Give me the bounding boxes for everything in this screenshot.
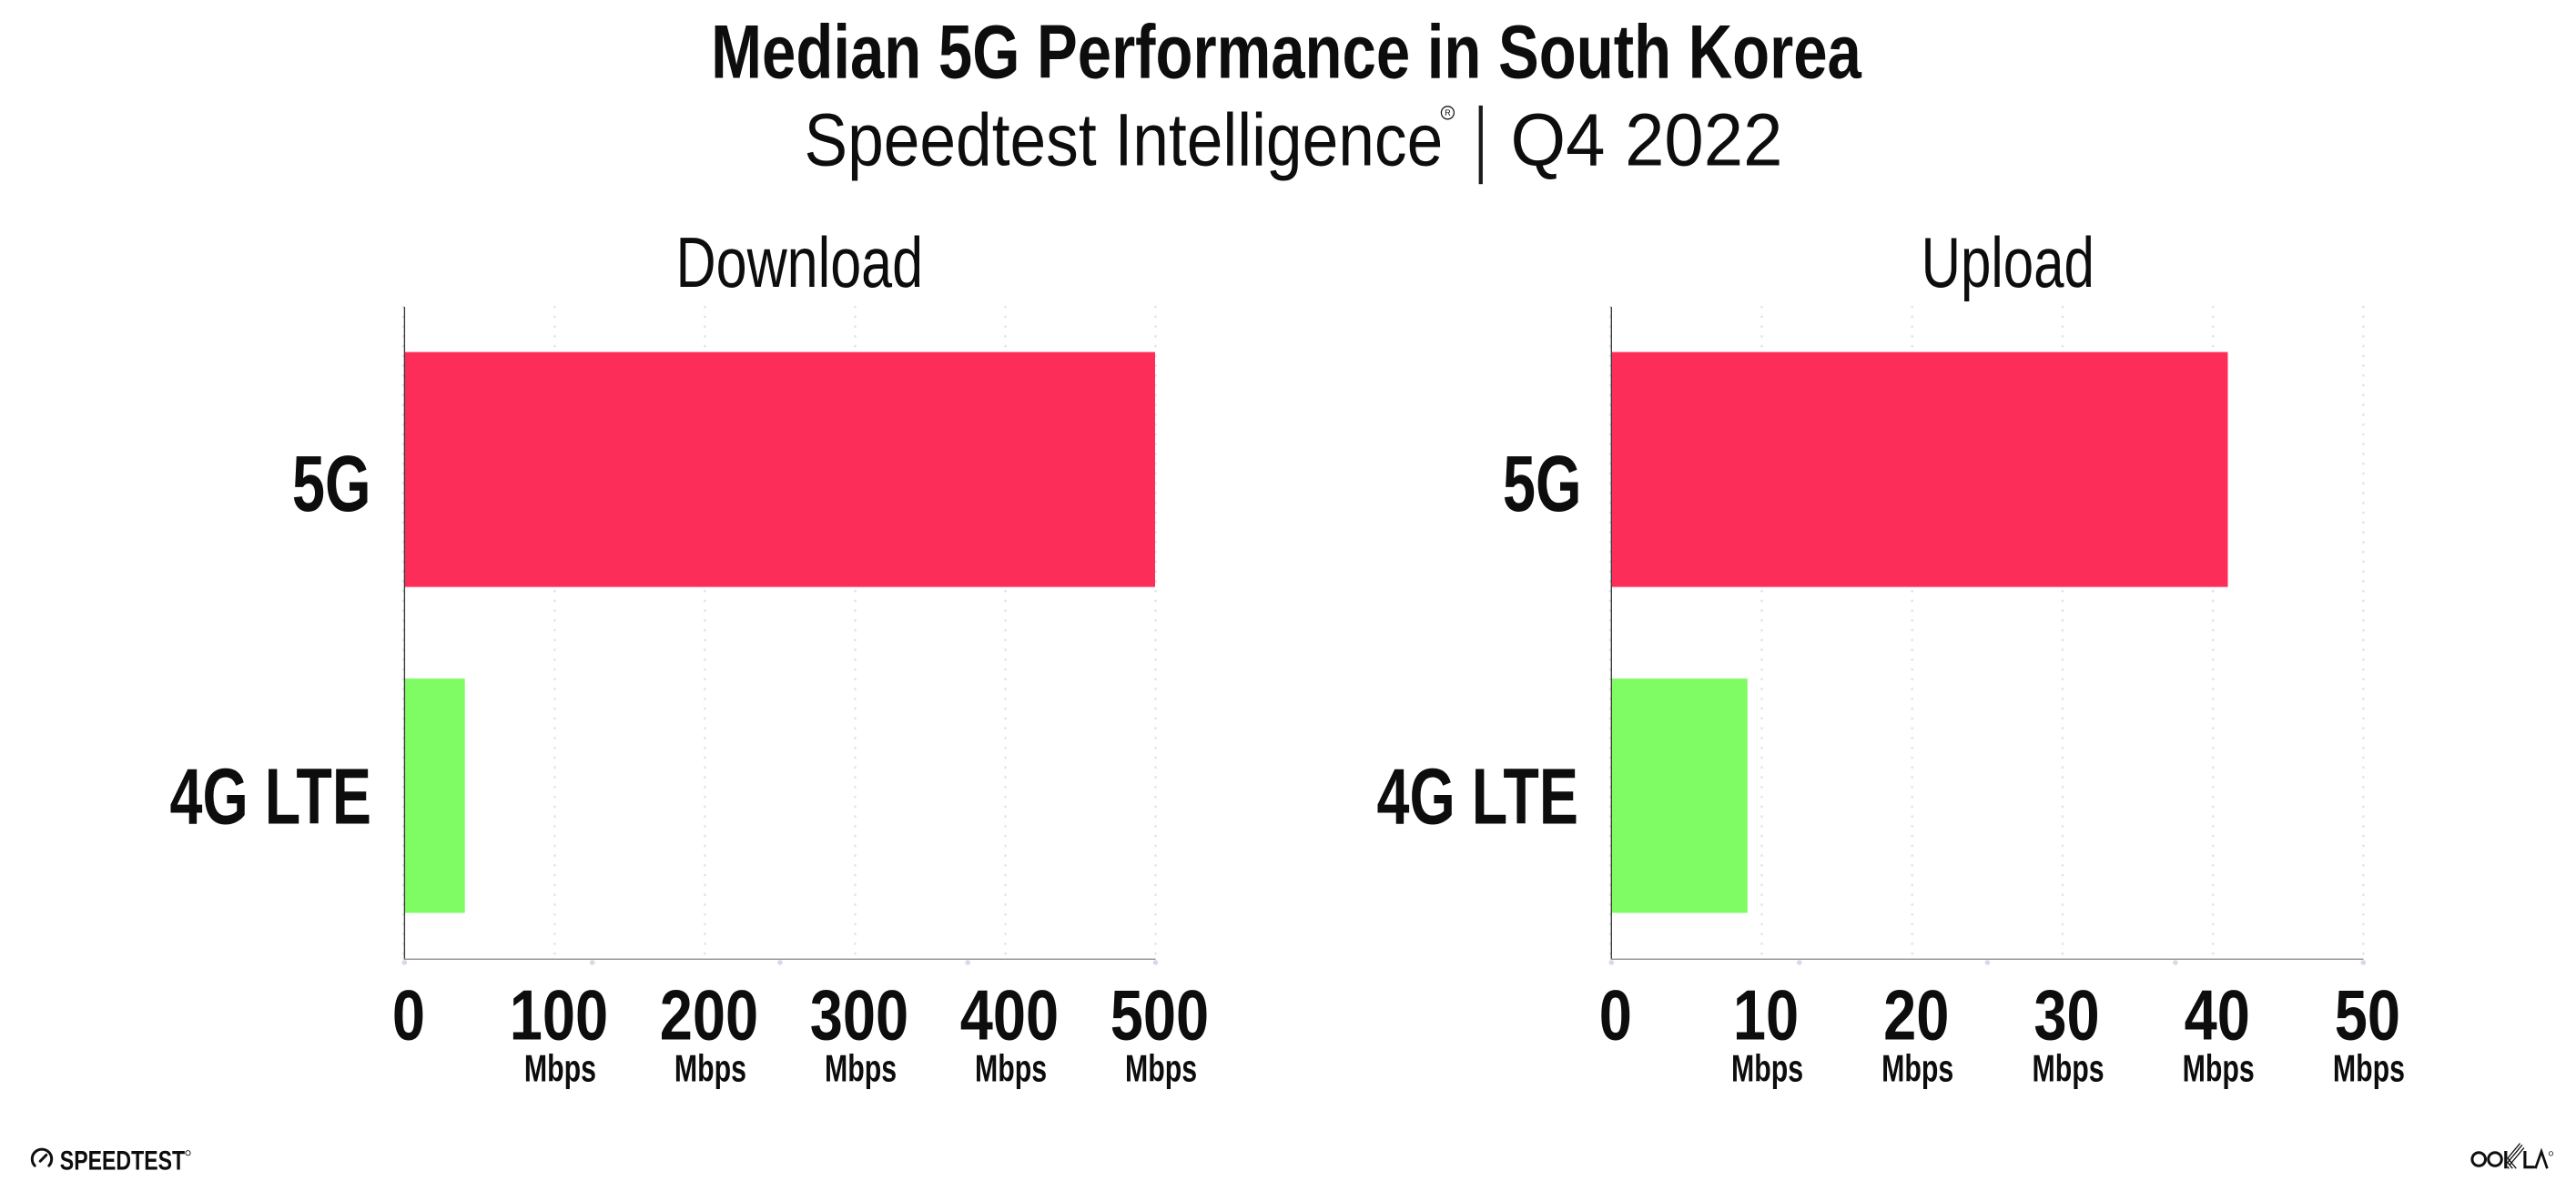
svg-text:0: 0	[392, 976, 425, 1055]
svg-text:Mbps: Mbps	[674, 1047, 746, 1090]
svg-text:Mbps: Mbps	[524, 1047, 596, 1090]
svg-text:Upload: Upload	[1922, 222, 2094, 301]
svg-text:500: 500	[1111, 976, 1209, 1055]
svg-text:Mbps: Mbps	[2032, 1047, 2104, 1090]
svg-text:Mbps: Mbps	[2333, 1047, 2405, 1090]
svg-text:Download: Download	[675, 221, 923, 301]
svg-text:R: R	[1445, 108, 1451, 117]
svg-text:Mbps: Mbps	[825, 1047, 897, 1090]
svg-text:5G: 5G	[292, 440, 371, 528]
svg-text:Median 5G Performance in South: Median 5G Performance in South Korea	[711, 10, 1862, 96]
svg-text:100: 100	[510, 976, 608, 1055]
svg-text:Speedtest Intelligence: Speedtest Intelligence	[805, 99, 1444, 182]
svg-text:300: 300	[810, 976, 908, 1055]
svg-text:Mbps: Mbps	[2183, 1047, 2255, 1090]
svg-text:4G LTE: 4G LTE	[170, 753, 371, 840]
svg-text:20: 20	[1883, 976, 1949, 1055]
svg-text:400: 400	[960, 976, 1059, 1055]
svg-text:Mbps: Mbps	[1125, 1047, 1197, 1090]
svg-text:0: 0	[1599, 976, 1632, 1055]
svg-text:4G LTE: 4G LTE	[1377, 753, 1578, 840]
svg-text:40: 40	[2185, 976, 2250, 1055]
svg-text:50: 50	[2335, 976, 2400, 1055]
svg-text:30: 30	[2033, 976, 2099, 1055]
svg-text:Q4 2022: Q4 2022	[1511, 98, 1783, 181]
svg-text:Mbps: Mbps	[1881, 1047, 1953, 1090]
svg-text:10: 10	[1733, 976, 1799, 1055]
svg-text:SPEEDTEST: SPEEDTEST	[60, 1146, 185, 1176]
svg-text:5G: 5G	[1503, 440, 1582, 528]
svg-text:Mbps: Mbps	[1731, 1047, 1803, 1090]
svg-text:200: 200	[660, 976, 758, 1055]
svg-text:Mbps: Mbps	[975, 1047, 1047, 1090]
